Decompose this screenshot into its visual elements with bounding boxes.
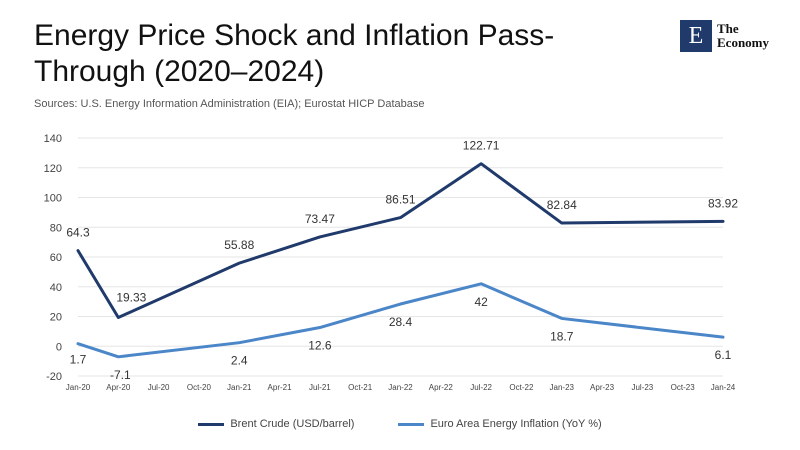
y-tick-label: 0 bbox=[56, 341, 62, 353]
x-tick-label: Oct-20 bbox=[187, 383, 212, 392]
y-tick-label: 40 bbox=[50, 282, 62, 294]
chart-title: Energy Price Shock and Inflation Pass-Th… bbox=[34, 19, 555, 88]
x-tick-label: Jul-23 bbox=[631, 383, 653, 392]
y-tick-label: 80 bbox=[50, 222, 62, 234]
y-tick-label: 120 bbox=[44, 163, 62, 175]
data-label: 28.4 bbox=[389, 315, 413, 329]
series-line-brent bbox=[76, 162, 725, 319]
brand-mark-icon: E bbox=[680, 20, 712, 52]
brand-name-line1: The bbox=[717, 21, 739, 36]
brand-logo: E The Economy bbox=[680, 20, 769, 52]
x-tick-label: Oct-22 bbox=[509, 383, 534, 392]
data-label: 83.92 bbox=[708, 196, 738, 210]
legend-swatch-brent bbox=[198, 422, 225, 426]
chart-data-labels: 64.3 19.33 55.88 73.47 86.51 122.71 82.84 83.92… bbox=[66, 139, 738, 382]
x-tick-label: Jul-22 bbox=[470, 383, 492, 392]
y-tick-label: 20 bbox=[50, 312, 62, 324]
data-label: 122.71 bbox=[463, 139, 500, 153]
data-label: 12.6 bbox=[308, 339, 332, 353]
legend-item-inflation: Euro Area Energy Inflation (YoY %) bbox=[398, 418, 602, 430]
legend-label-brent: Brent Crude (USD/barrel) bbox=[230, 418, 355, 430]
data-label: -7.1 bbox=[110, 368, 131, 382]
data-label: 6.1 bbox=[715, 348, 732, 362]
legend-swatch-inflation bbox=[398, 422, 425, 426]
chart-subtitle: Sources: U.S. Energy Information Adminis… bbox=[34, 98, 425, 110]
chart-axes: -20 0 20 40 60 80 100 120 140 Jan-20 Apr-20 Jul-20 O… bbox=[44, 133, 736, 392]
data-label: 64.3 bbox=[66, 226, 90, 240]
x-tick-label: Oct-23 bbox=[671, 383, 696, 392]
x-tick-label: Apr-23 bbox=[590, 383, 615, 392]
x-tick-label: Jan-23 bbox=[550, 383, 575, 392]
x-tick-label: Apr-20 bbox=[106, 383, 131, 392]
data-label: 86.51 bbox=[385, 193, 415, 207]
legend-item-brent: Brent Crude (USD/barrel) bbox=[198, 418, 354, 430]
x-tick-label: Jul-21 bbox=[309, 383, 331, 392]
x-tick-label: Jul-20 bbox=[148, 383, 170, 392]
line-chart: -20 0 20 40 60 80 100 120 140 Jan-20 Apr-20 Jul-20 O… bbox=[44, 133, 739, 392]
x-tick-label: Jan-24 bbox=[711, 383, 736, 392]
y-tick-label: 100 bbox=[44, 193, 62, 205]
data-label: 2.4 bbox=[231, 354, 248, 368]
series-line-inflation bbox=[76, 282, 725, 359]
brand-name: The Economy bbox=[717, 22, 769, 50]
brand-name-line2: Economy bbox=[717, 35, 769, 50]
x-tick-label: Jan-22 bbox=[388, 383, 413, 392]
chart-legend: Brent Crude (USD/barrel) Euro Area Energ… bbox=[0, 418, 800, 430]
data-label: 18.7 bbox=[550, 329, 574, 343]
data-label: 73.47 bbox=[305, 212, 335, 226]
x-tick-label: Oct-21 bbox=[348, 383, 373, 392]
data-label: 42 bbox=[474, 295, 488, 309]
legend-label-inflation: Euro Area Energy Inflation (YoY %) bbox=[430, 418, 602, 430]
data-label: 55.88 bbox=[224, 238, 254, 252]
x-tick-label: Jan-21 bbox=[227, 383, 252, 392]
y-tick-label: 60 bbox=[50, 252, 62, 264]
data-label: 19.33 bbox=[116, 290, 146, 304]
data-label: 1.7 bbox=[70, 353, 87, 367]
data-label: 82.84 bbox=[547, 198, 577, 212]
x-tick-label: Jan-20 bbox=[66, 383, 91, 392]
y-tick-label: 140 bbox=[44, 133, 62, 145]
y-tick-label: -20 bbox=[46, 371, 62, 383]
x-tick-label: Apr-21 bbox=[268, 383, 293, 392]
chart-gridlines bbox=[78, 137, 723, 377]
chart-series bbox=[76, 162, 725, 359]
x-tick-label: Apr-22 bbox=[429, 383, 454, 392]
